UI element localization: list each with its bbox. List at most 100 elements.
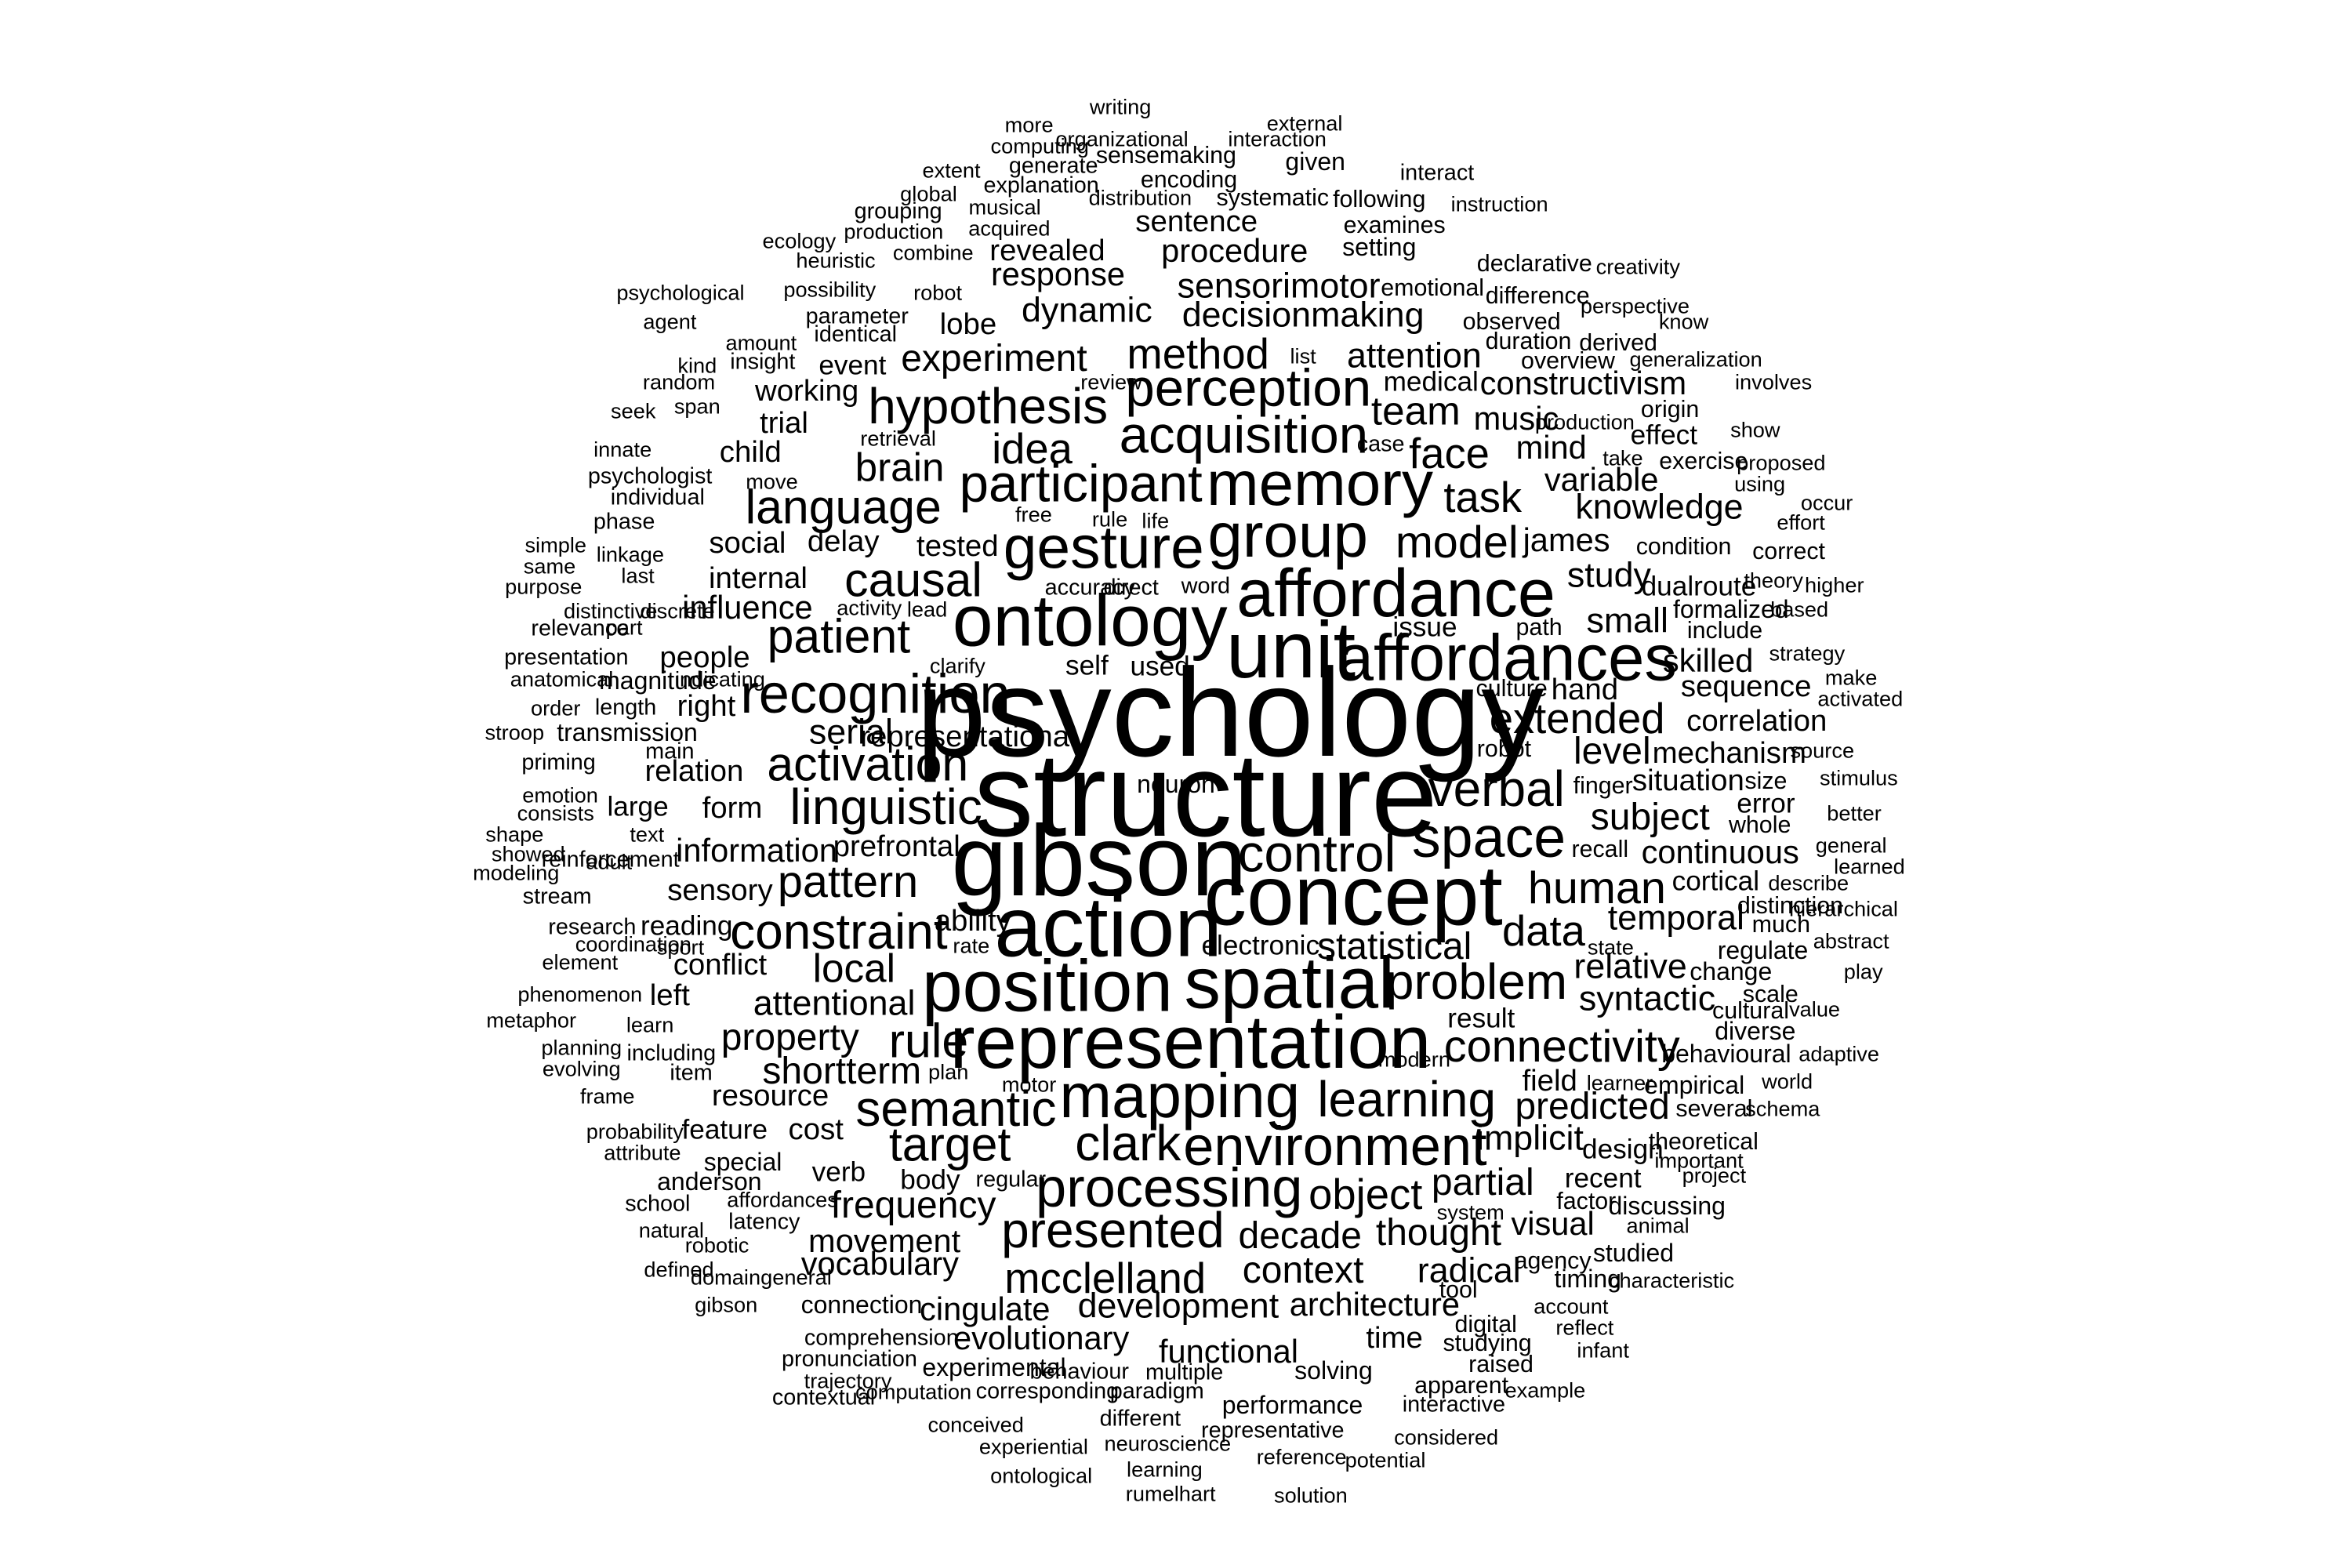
- word-order: order: [531, 695, 581, 720]
- word-extent: extent: [922, 158, 981, 183]
- word-right: right: [677, 688, 736, 723]
- word-gesture: gesture: [1003, 514, 1204, 582]
- word-text: text: [630, 822, 665, 847]
- word-formalized: formalized: [1672, 594, 1789, 623]
- word-serial: serial: [808, 712, 893, 752]
- word-object: object: [1308, 1171, 1423, 1219]
- word-presentation: presentation: [504, 644, 629, 670]
- word-external: external: [1266, 111, 1343, 136]
- word-phenomenon: phenomenon: [517, 982, 643, 1007]
- word-computation: computation: [855, 1379, 972, 1404]
- word-ability: ability: [934, 903, 1011, 938]
- word-more: more: [1004, 112, 1054, 137]
- word-activation: activation: [767, 737, 969, 791]
- word-higher: higher: [1805, 572, 1864, 597]
- word-perception: perception: [1125, 358, 1372, 418]
- word-account: account: [1534, 1294, 1609, 1319]
- word-abstract: abstract: [1813, 928, 1889, 953]
- word-sensorimotor: sensorimotor: [1177, 266, 1381, 306]
- word-distribution: distribution: [1088, 185, 1192, 210]
- word-several: several: [1675, 1094, 1753, 1122]
- word-describe: describe: [1768, 870, 1849, 895]
- word-regulate: regulate: [1717, 935, 1809, 964]
- word-possibility: possibility: [783, 277, 877, 302]
- word-coordination: coordination: [575, 931, 691, 956]
- word-hypothesis: hypothesis: [868, 378, 1109, 435]
- word-system: system: [1436, 1200, 1504, 1225]
- word-simple: simple: [524, 532, 587, 557]
- word-declarative: declarative: [1476, 249, 1592, 277]
- word-unit: unit: [1226, 604, 1356, 695]
- word-behaviour: behaviour: [1029, 1359, 1129, 1385]
- word-spatial: spatial: [1184, 942, 1395, 1024]
- word-semantic: semantic: [855, 1080, 1057, 1137]
- word-play: play: [1843, 959, 1883, 984]
- word-length: length: [594, 695, 657, 720]
- word-used: used: [1130, 651, 1190, 682]
- word-magnitude: magnitude: [599, 666, 717, 695]
- word-acquired: acquired: [968, 216, 1051, 241]
- word-instruction: instruction: [1450, 191, 1548, 216]
- word-example: example: [1504, 1377, 1586, 1403]
- word-idea: idea: [992, 424, 1073, 473]
- word-affordance: affordance: [1236, 556, 1555, 632]
- word-mind: mind: [1515, 429, 1587, 466]
- word-relevance: relevance: [531, 615, 630, 641]
- word-hierarchical: hierarchical: [1788, 896, 1898, 921]
- word-interact: interact: [1399, 160, 1475, 186]
- word-development: development: [1077, 1286, 1279, 1326]
- word-continuous: continuous: [1641, 833, 1799, 871]
- word-amount: amount: [725, 330, 797, 355]
- word-frequency: frequency: [830, 1184, 996, 1226]
- word-cingulate: cingulate: [920, 1290, 1051, 1328]
- word-group: group: [1207, 500, 1369, 571]
- word-transmission: transmission: [557, 717, 698, 746]
- word-stimulus: stimulus: [1820, 765, 1898, 790]
- word-psychological: psychological: [616, 280, 745, 305]
- word-patient: patient: [767, 609, 911, 663]
- word-condition: condition: [1635, 532, 1732, 560]
- word-clark: clark: [1075, 1115, 1181, 1172]
- word-predicted: predicted: [1515, 1085, 1670, 1127]
- word-performance: performance: [1221, 1391, 1363, 1420]
- word-context: context: [1242, 1250, 1364, 1292]
- word-musical: musical: [968, 194, 1041, 220]
- word-natural: natural: [638, 1218, 704, 1243]
- word-considered: considered: [1394, 1425, 1499, 1450]
- word-brain: brain: [855, 445, 945, 490]
- word-difference: difference: [1485, 281, 1590, 309]
- word-production: production: [1534, 409, 1635, 434]
- word-digital: digital: [1454, 1311, 1517, 1338]
- word-interactive: interactive: [1402, 1392, 1505, 1417]
- word-metaphor: metaphor: [486, 1007, 577, 1033]
- word-child: child: [719, 434, 782, 469]
- word-local: local: [812, 946, 895, 991]
- word-heuristic: heuristic: [796, 248, 876, 273]
- word-target: target: [888, 1117, 1011, 1171]
- word-activity: activity: [837, 595, 902, 620]
- word-subject: subject: [1590, 796, 1710, 838]
- word-case: case: [1356, 431, 1405, 457]
- word-same: same: [523, 554, 576, 579]
- word-linkage: linkage: [596, 542, 664, 567]
- word-theory: theory: [1744, 568, 1803, 593]
- word-adult: adult: [586, 849, 633, 874]
- word-concept: concept: [1203, 848, 1503, 944]
- word-neuron: neuron: [1137, 770, 1215, 798]
- word-characteristic: characteristic: [1608, 1268, 1735, 1293]
- word-modern: modern: [1377, 1047, 1450, 1072]
- word-learning: learning: [1317, 1070, 1497, 1127]
- word-culture: culture: [1475, 674, 1548, 702]
- word-including: including: [626, 1040, 717, 1066]
- word-probability: probability: [586, 1119, 684, 1144]
- word-knowledge: knowledge: [1575, 487, 1744, 527]
- word-cost: cost: [788, 1112, 844, 1146]
- word-path: path: [1515, 613, 1563, 641]
- word-stream: stream: [522, 884, 592, 909]
- word-change: change: [1690, 956, 1773, 985]
- word-ecology: ecology: [762, 228, 837, 253]
- word-production: production: [844, 219, 944, 244]
- word-consists: consists: [517, 800, 594, 826]
- word-priming: priming: [521, 750, 596, 775]
